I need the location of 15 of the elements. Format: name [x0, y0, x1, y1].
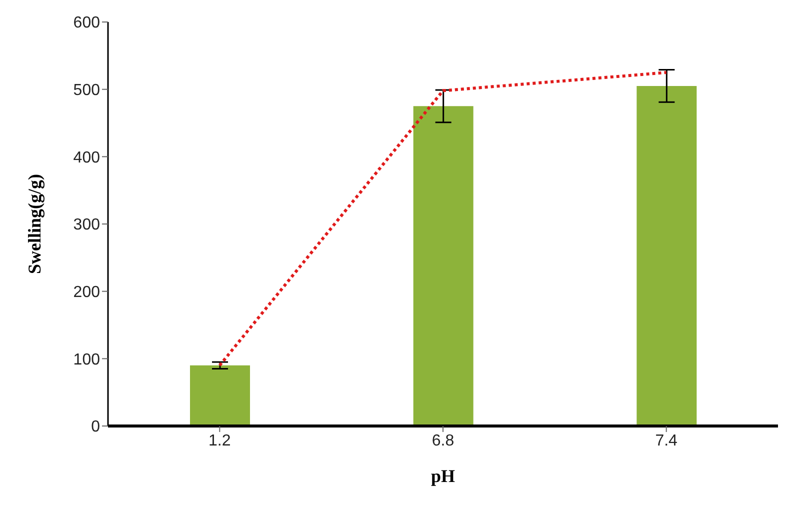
x-tick-label: 6.8: [432, 432, 454, 450]
y-axis-title: Swelling(g/g): [24, 174, 44, 274]
bar: [190, 365, 250, 426]
x-axis-title: pH: [430, 466, 456, 486]
y-tick-label: 500: [73, 82, 100, 100]
bar: [413, 106, 474, 426]
y-tick-label: 200: [73, 284, 100, 302]
x-tick-label: 1.2: [208, 432, 231, 450]
y-tick-label: 600: [73, 14, 100, 32]
bar: [636, 86, 697, 426]
y-tick-label: 0: [91, 418, 100, 436]
y-tick-label: 100: [73, 351, 100, 368]
y-tick-label: 400: [73, 149, 100, 166]
x-tick-label: 7.4: [655, 432, 678, 450]
y-tick-label: 300: [73, 216, 100, 234]
